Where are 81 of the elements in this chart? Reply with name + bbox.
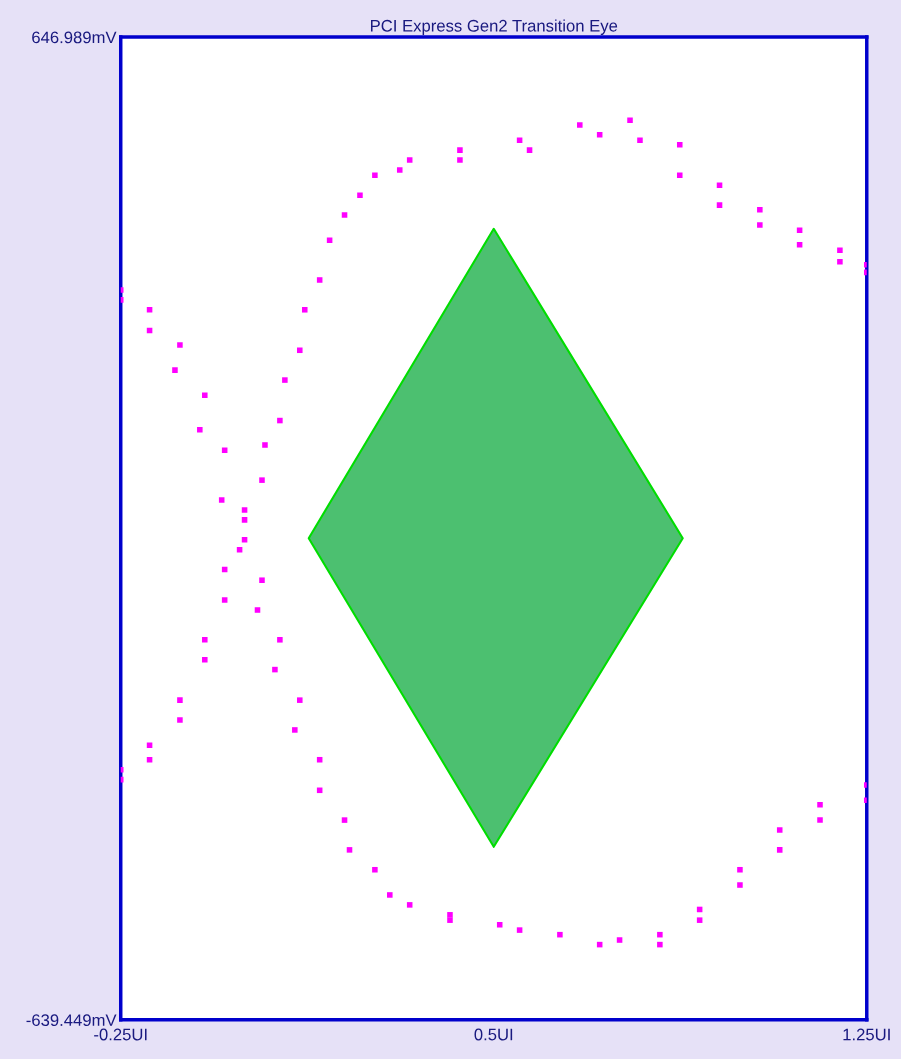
point bbox=[292, 727, 298, 733]
point bbox=[277, 637, 283, 643]
point bbox=[696, 917, 703, 923]
point bbox=[301, 307, 308, 313]
point bbox=[177, 697, 183, 703]
point bbox=[817, 802, 823, 808]
point bbox=[218, 497, 225, 503]
point bbox=[146, 307, 153, 313]
point bbox=[202, 637, 208, 643]
point bbox=[837, 247, 843, 253]
point bbox=[737, 882, 743, 888]
point bbox=[259, 577, 265, 583]
point bbox=[557, 931, 563, 938]
y-tick-label: -639.449mV bbox=[26, 1014, 117, 1027]
point bbox=[202, 656, 208, 663]
point bbox=[172, 367, 178, 373]
point bbox=[387, 892, 393, 898]
point bbox=[254, 607, 261, 613]
point bbox=[776, 847, 783, 853]
point bbox=[241, 507, 248, 513]
point bbox=[406, 902, 413, 908]
y-tick-label: 646.989mV bbox=[32, 31, 117, 44]
point bbox=[346, 847, 353, 853]
point bbox=[146, 756, 153, 763]
point bbox=[716, 202, 723, 208]
point bbox=[316, 277, 323, 283]
point bbox=[657, 941, 663, 948]
point bbox=[297, 697, 303, 703]
point bbox=[277, 417, 283, 424]
chart-title: PCI Express Gen2 Transition Eye bbox=[370, 19, 618, 35]
point bbox=[177, 342, 183, 348]
point bbox=[282, 377, 288, 383]
point bbox=[241, 517, 248, 523]
point bbox=[796, 242, 803, 248]
point bbox=[616, 937, 623, 943]
point bbox=[457, 147, 463, 153]
point bbox=[297, 347, 303, 354]
point bbox=[197, 426, 203, 433]
point bbox=[757, 222, 763, 228]
point bbox=[627, 117, 633, 124]
point bbox=[221, 597, 228, 603]
point bbox=[657, 931, 663, 938]
x-tick-label: -0.25UI bbox=[94, 1028, 147, 1041]
point bbox=[341, 212, 348, 218]
point bbox=[241, 536, 248, 543]
point bbox=[496, 921, 503, 928]
point bbox=[577, 122, 583, 128]
point bbox=[372, 866, 378, 873]
point bbox=[396, 167, 403, 173]
point bbox=[447, 917, 453, 923]
point bbox=[596, 132, 603, 138]
point bbox=[120, 287, 124, 293]
point bbox=[316, 756, 323, 763]
point bbox=[776, 827, 783, 833]
x-tick-label: 1.25UI bbox=[843, 1028, 890, 1041]
point bbox=[120, 297, 124, 303]
point bbox=[262, 442, 268, 448]
point bbox=[716, 182, 723, 189]
point bbox=[447, 912, 453, 918]
point bbox=[372, 172, 378, 179]
point bbox=[837, 258, 843, 265]
point bbox=[526, 147, 533, 153]
point bbox=[737, 866, 743, 873]
point bbox=[406, 157, 413, 163]
point bbox=[637, 137, 643, 143]
point bbox=[817, 817, 823, 823]
point bbox=[259, 477, 265, 483]
point bbox=[357, 192, 363, 198]
point bbox=[676, 172, 683, 179]
point bbox=[202, 392, 208, 399]
point bbox=[177, 717, 183, 723]
point bbox=[272, 666, 278, 673]
point bbox=[516, 137, 523, 143]
x-tick-label: 0.5UI bbox=[474, 1028, 513, 1041]
point bbox=[457, 157, 463, 163]
point bbox=[146, 742, 153, 748]
point bbox=[676, 141, 683, 148]
point bbox=[757, 206, 763, 213]
point bbox=[516, 927, 523, 933]
point bbox=[326, 237, 333, 244]
point bbox=[341, 817, 348, 823]
